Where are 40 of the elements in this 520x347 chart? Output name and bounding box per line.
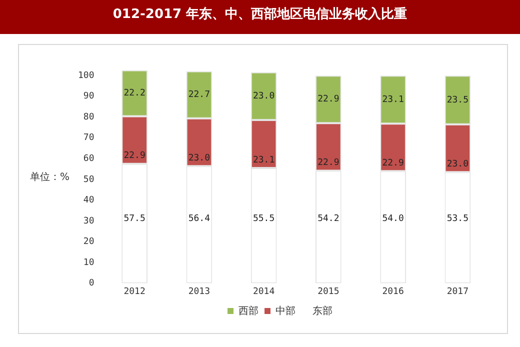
- y-tick-label: 0: [88, 278, 94, 289]
- data-label: 23.5: [446, 95, 469, 106]
- legend-label: 西部: [238, 304, 258, 317]
- y-axis-title: 单位：%: [30, 170, 70, 184]
- y-tick-label: 90: [83, 92, 94, 102]
- data-label: 23.1: [252, 155, 275, 166]
- x-tick-label: 2015: [318, 286, 340, 297]
- y-tick-label: 70: [83, 133, 94, 144]
- data-label: 23.0: [188, 153, 210, 164]
- data-label: 22.7: [188, 90, 210, 100]
- data-label: 22.9: [124, 151, 146, 162]
- data-label: 22.9: [318, 158, 340, 168]
- legend-label: 中部: [276, 304, 296, 317]
- x-tick-label: 2014: [252, 286, 275, 297]
- y-tick-label: 20: [83, 237, 94, 248]
- data-label: 22.9: [318, 94, 340, 105]
- data-label: 22.2: [124, 88, 146, 99]
- chart-title: 012-2017 年东、中、西部地区电信业务收入比重: [0, 0, 520, 34]
- y-tick-label: 60: [83, 154, 94, 164]
- y-tick-label: 100: [78, 70, 94, 81]
- y-tick-label: 40: [83, 196, 94, 206]
- x-tick-label: 2016: [382, 286, 404, 297]
- data-label: 54.2: [318, 214, 340, 224]
- data-label: 55.5: [252, 214, 275, 224]
- y-tick-label: 10: [83, 258, 94, 268]
- data-label: 57.5: [124, 214, 146, 224]
- data-label: 23.0: [252, 92, 275, 102]
- x-tick-label: 2017: [446, 286, 469, 297]
- y-tick-label: 50: [83, 174, 94, 185]
- y-tick-label: 30: [83, 216, 94, 226]
- data-label: 23.1: [382, 94, 404, 105]
- y-tick-label: 80: [83, 112, 94, 122]
- data-label: 22.9: [382, 158, 404, 168]
- data-label: 54.0: [382, 214, 404, 224]
- x-tick-label: 2012: [124, 286, 146, 297]
- data-label: 23.0: [446, 159, 469, 170]
- text: 东部: [312, 304, 332, 317]
- data-label: 53.5: [446, 214, 469, 224]
- data-label: 56.4: [188, 214, 210, 224]
- x-tick-label: 2013: [188, 286, 210, 297]
